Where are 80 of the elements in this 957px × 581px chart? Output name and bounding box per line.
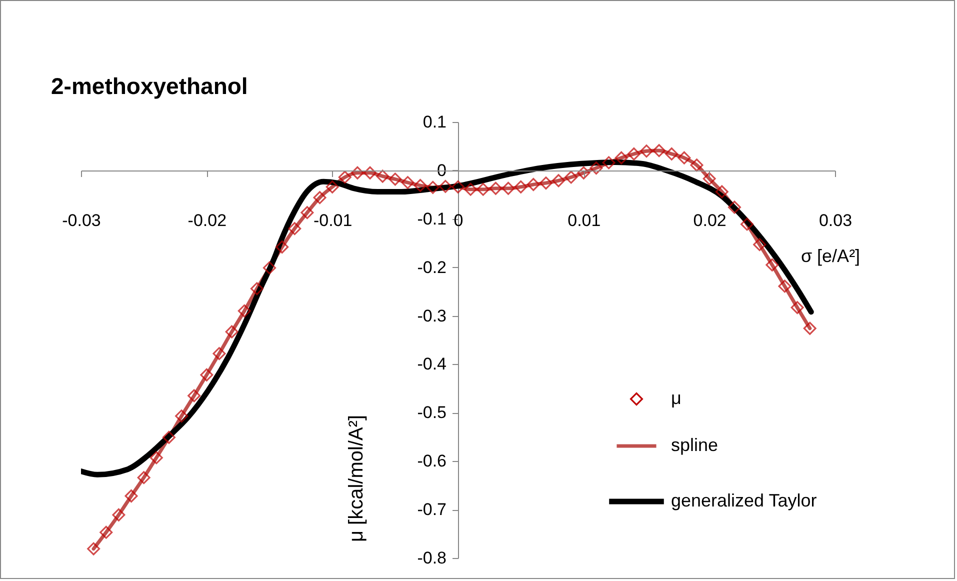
y-tick-label: -0.8 (417, 548, 446, 568)
x-tick-label: -0.01 (313, 210, 352, 230)
point (288, 222, 302, 236)
point (276, 240, 289, 254)
point (313, 191, 326, 204)
point (414, 178, 427, 192)
point (539, 176, 552, 190)
point (175, 410, 188, 423)
legend-label: spline (671, 435, 718, 455)
point (526, 178, 540, 191)
point (502, 182, 515, 195)
point (350, 166, 364, 180)
point (489, 182, 502, 195)
point (590, 162, 603, 175)
point (702, 172, 716, 186)
point (200, 368, 214, 382)
point (514, 180, 528, 194)
point (150, 451, 163, 464)
point (162, 430, 176, 444)
point (753, 238, 766, 252)
x-tick-label: 0.02 (693, 210, 726, 230)
point (678, 151, 691, 164)
point (690, 158, 704, 172)
point (602, 156, 616, 170)
point (803, 322, 816, 335)
point (250, 282, 264, 296)
point (766, 258, 779, 272)
point (225, 325, 238, 338)
point (438, 180, 452, 193)
x-tick-label: 0.03 (818, 210, 852, 230)
point (476, 182, 490, 196)
chart-title: 2-methoxyethanol (51, 73, 248, 99)
point (426, 180, 440, 194)
point (728, 200, 741, 214)
point (388, 172, 402, 186)
x-axis-title: σ [e/A²] (800, 246, 860, 266)
point (376, 170, 390, 183)
point (238, 304, 251, 318)
point (452, 180, 464, 194)
point (564, 170, 578, 184)
x-tick-label: -0.03 (62, 210, 101, 230)
point (338, 170, 352, 184)
point (212, 347, 226, 360)
x-tick-label: 0 (454, 210, 464, 230)
point (652, 144, 666, 158)
point (401, 176, 414, 190)
legend-label: generalized Taylor (671, 490, 817, 510)
point (112, 508, 126, 522)
point (124, 489, 138, 502)
point (326, 180, 339, 194)
point (100, 526, 113, 539)
x-tick-label: -0.02 (188, 210, 227, 230)
point (740, 218, 754, 231)
y-tick-label: -0.5 (417, 403, 446, 422)
point (552, 174, 566, 188)
y-tick-label: -0.4 (417, 354, 446, 374)
y-tick-label: -0.7 (417, 500, 446, 520)
point (640, 144, 653, 158)
x-tick-label: 0.01 (568, 210, 601, 230)
y-tick-label: -0.6 (417, 452, 446, 471)
point (614, 151, 628, 164)
y-tick-label: -0.1 (417, 209, 446, 228)
point (188, 389, 201, 402)
y-tick-label: -0.2 (417, 258, 446, 277)
point (300, 206, 314, 220)
y-tick-label: -0.3 (417, 306, 446, 326)
legend-label: μ (671, 388, 682, 408)
point (715, 185, 728, 198)
point (464, 182, 478, 196)
point (665, 147, 678, 160)
point (627, 147, 640, 160)
point (778, 280, 792, 293)
point (577, 166, 590, 180)
point (87, 542, 100, 556)
point (263, 261, 276, 274)
y-tick-label: 0.1 (422, 112, 446, 132)
point (790, 301, 804, 314)
point (137, 471, 150, 484)
point (364, 166, 377, 180)
y-axis-title: μ [kcal/mol/A²] (346, 414, 368, 542)
